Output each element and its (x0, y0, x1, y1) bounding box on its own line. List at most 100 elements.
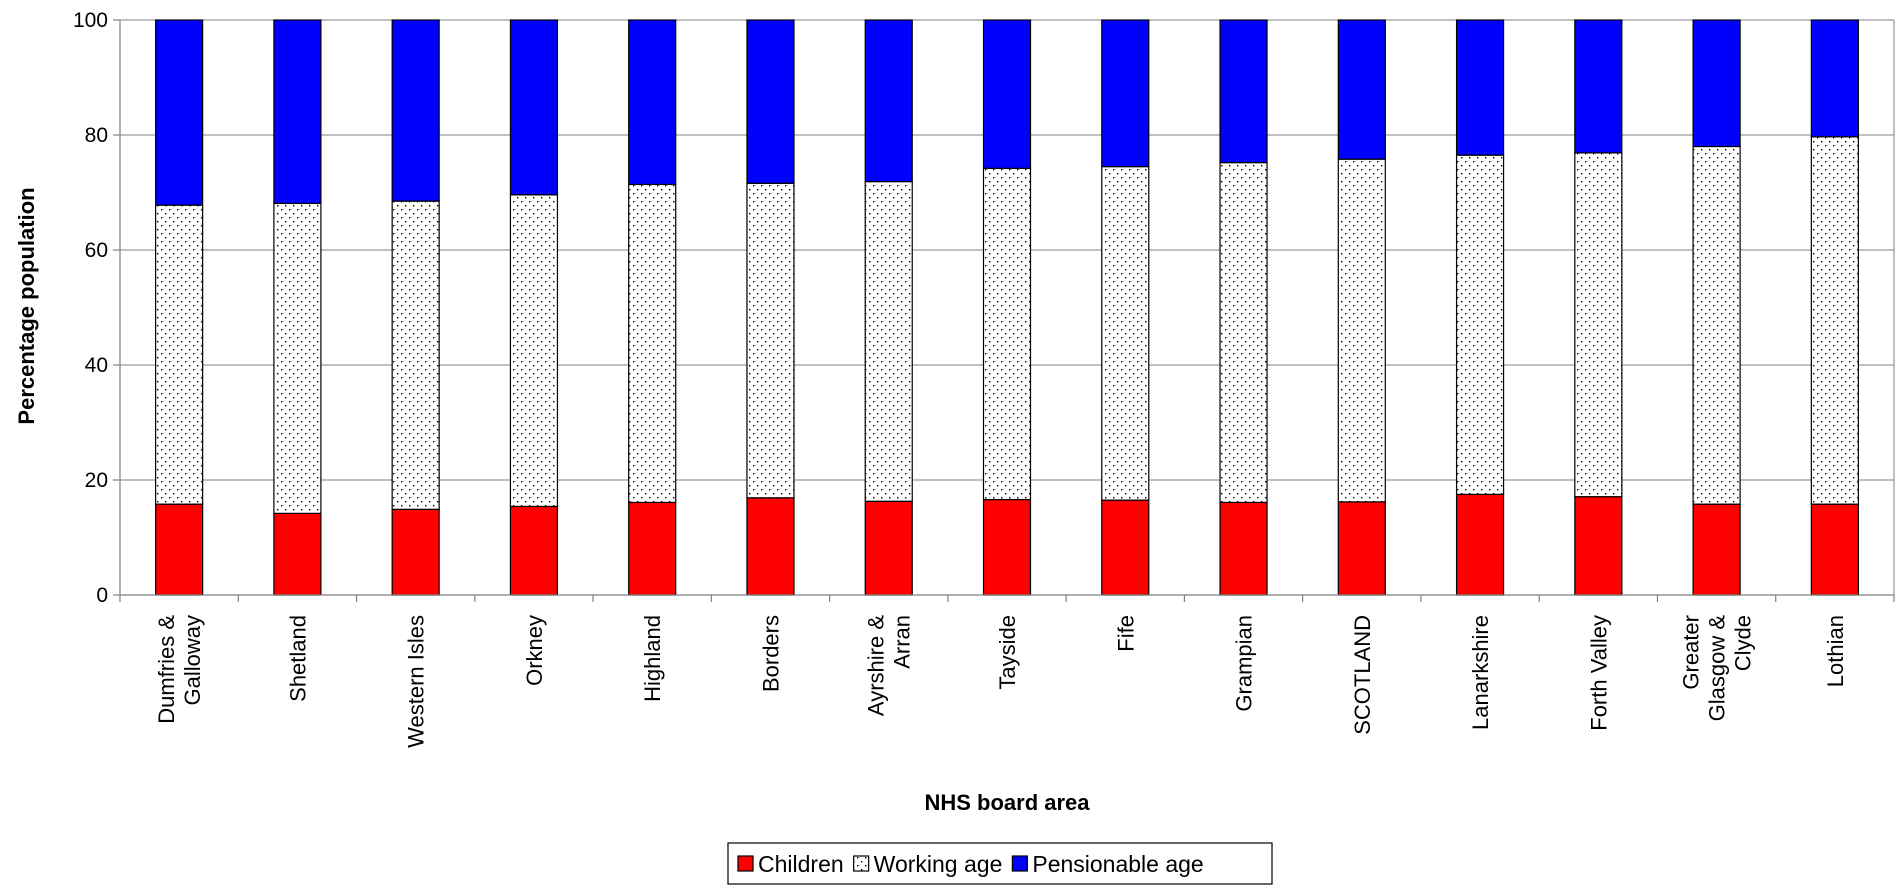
bar-pensionable-age (628, 19, 677, 186)
x-category-label-line: Arran (890, 615, 915, 669)
bar-children (1101, 499, 1150, 596)
x-category-label: Lanarkshire (1468, 615, 1493, 730)
legend-swatch-children (737, 855, 754, 872)
bar-pensionable-age (746, 19, 795, 184)
bar-working-age (155, 204, 204, 505)
x-category-label: Ayrshire & Arran (864, 615, 915, 716)
x-category-label-line: Forth Valley (1586, 615, 1611, 731)
bar-working-age (1219, 162, 1268, 504)
bar-children (628, 501, 677, 596)
x-category-label-line: Shetland (285, 615, 310, 702)
bar-pensionable-age (1574, 19, 1623, 154)
bar-working-age (391, 200, 440, 510)
bar-children (155, 503, 204, 596)
x-category-label: SCOTLAND (1350, 615, 1375, 735)
x-category-label: Western Isles (404, 615, 429, 748)
bar-children (864, 500, 913, 596)
y-tick-label: 0 (96, 584, 108, 607)
x-category-label: Shetland (285, 615, 310, 702)
bars (155, 19, 1859, 596)
bar-pensionable-age (982, 19, 1032, 169)
x-category-label: Fife (1113, 615, 1138, 652)
bar-working-age (982, 167, 1032, 501)
x-category-label-line: Ayrshire & (864, 615, 889, 716)
bar-children (1810, 503, 1859, 596)
bar-pensionable-age (1692, 19, 1741, 148)
x-category-label-line: Borders (758, 615, 783, 692)
bar-working-age (509, 194, 559, 508)
y-tick-label: 40 (85, 354, 108, 377)
bar-children (391, 508, 440, 596)
axes (113, 19, 1895, 602)
y-tick-labels: 0 20 40 60 80 100 (73, 9, 108, 607)
legend-label: Working age (874, 851, 1003, 877)
y-tick-label: 20 (85, 469, 108, 492)
legend-box (727, 842, 1273, 885)
x-category-label-line: Lanarkshire (1468, 615, 1493, 730)
y-tick-label: 80 (85, 124, 108, 147)
bar-pensionable-age (864, 19, 913, 183)
bar-working-age (1810, 136, 1859, 505)
bar-pensionable-age (273, 19, 322, 205)
legend-swatch-pensionable-age (1011, 855, 1028, 872)
x-category-label: Lothian (1823, 615, 1848, 687)
bar-pensionable-age (1455, 19, 1505, 156)
bar-working-age (1101, 166, 1150, 501)
x-category-label-line: Lothian (1823, 615, 1848, 687)
bar-children (509, 505, 559, 596)
bar-working-age (746, 182, 795, 499)
y-tick-label: 60 (85, 239, 108, 262)
bar-pensionable-age (1337, 19, 1386, 160)
x-category-label-line: Greater (1679, 615, 1704, 690)
bar-working-age (1574, 152, 1623, 498)
x-category-label-line: Dumfries & (154, 615, 179, 724)
x-category-label-line: Western Isles (404, 615, 429, 748)
bar-pensionable-age (155, 19, 204, 206)
bar-working-age (628, 183, 677, 504)
bar-children (1219, 501, 1268, 596)
x-category-label-line: Tayside (995, 615, 1020, 690)
bar-pensionable-age (1810, 19, 1859, 138)
bar-pensionable-age (391, 19, 440, 202)
bar-pensionable-age (1101, 19, 1150, 168)
x-category-label: Dumfries & Galloway (154, 615, 205, 724)
x-category-label-line: Fife (1113, 615, 1138, 652)
x-category-label: Orkney (522, 615, 547, 686)
x-category-label: Forth Valley (1586, 615, 1611, 731)
bar-children (1337, 501, 1386, 596)
x-category-label: Greater Glasgow & Clyde (1679, 615, 1756, 722)
x-category-label: Tayside (995, 615, 1020, 690)
bar-children (273, 512, 322, 596)
x-category-labels: Dumfries & Galloway Shetland Western Isles O… (154, 615, 1848, 748)
bar-pensionable-age (1219, 19, 1268, 164)
y-axis-title: Percentage population (14, 187, 39, 424)
x-category-label-line: Orkney (522, 615, 547, 686)
x-category-label-line: Grampian (1232, 615, 1257, 712)
x-category-label-line: Glasgow & (1705, 615, 1730, 722)
x-category-label-line: Clyde (1731, 615, 1756, 671)
legend-label: Pensionable age (1032, 851, 1203, 877)
legend: Children Working age Pensionable age (727, 842, 1273, 885)
bar-working-age (1337, 158, 1386, 503)
y-tick-label: 100 (73, 9, 108, 32)
x-category-label: Grampian (1232, 615, 1257, 712)
bar-working-age (273, 202, 322, 514)
x-category-label: Highland (640, 615, 665, 702)
x-category-label-line: Highland (640, 615, 665, 702)
bar-children (982, 498, 1032, 596)
bar-children (1574, 496, 1623, 596)
bar-working-age (1455, 154, 1505, 495)
bar-pensionable-age (509, 19, 559, 196)
legend-label: Children (758, 851, 844, 877)
bar-children (746, 497, 795, 596)
bar-children (1455, 493, 1505, 596)
x-category-label: Borders (758, 615, 783, 692)
x-category-label-line: SCOTLAND (1350, 615, 1375, 735)
x-axis-title: NHS board area (924, 790, 1090, 815)
bar-children (1692, 503, 1741, 596)
bar-working-age (864, 180, 913, 502)
legend-swatch-working-age (853, 855, 870, 872)
bar-working-age (1692, 145, 1741, 505)
